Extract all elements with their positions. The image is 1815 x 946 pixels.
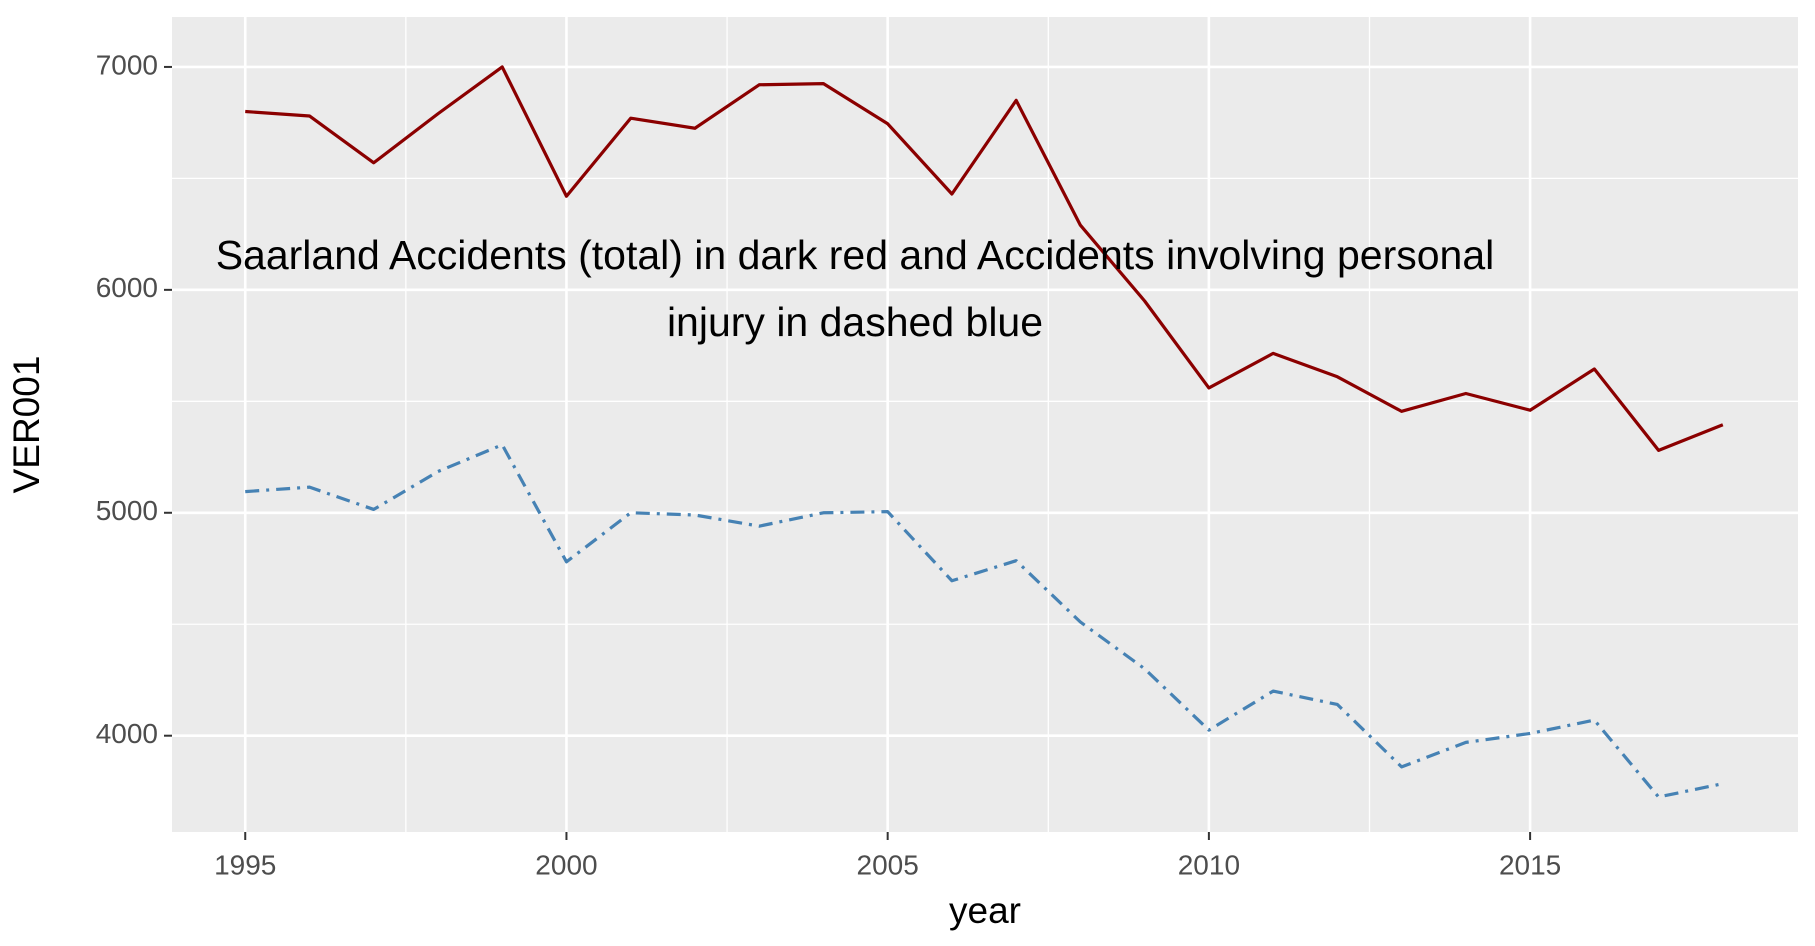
- panel: [172, 17, 1798, 832]
- x-tick-label: 2005: [857, 849, 919, 880]
- y-axis-title: VER001: [6, 356, 47, 494]
- y-tick-label: 5000: [96, 495, 158, 526]
- y-tick-label: 6000: [96, 272, 158, 303]
- annotation: injury in dashed blue: [667, 299, 1043, 345]
- x-tick-label: 2010: [1178, 849, 1240, 880]
- y-tick-label: 7000: [96, 49, 158, 80]
- x-tick-label: 2015: [1499, 849, 1561, 880]
- x-axis-title: year: [949, 890, 1021, 931]
- annotation: Saarland Accidents (total) in dark red a…: [216, 232, 1495, 278]
- series-line: [245, 65, 1724, 452]
- lines: [245, 65, 1724, 799]
- grid: [172, 17, 1798, 832]
- labels: 1995 2000 2005 2010 2015 4000 5000 6000 7000 Saar…: [6, 49, 1561, 930]
- x-tick-label: 2000: [535, 849, 597, 880]
- series-line: [245, 443, 1724, 799]
- x-tick-label: 1995: [214, 849, 276, 880]
- y-tick-label: 4000: [96, 718, 158, 749]
